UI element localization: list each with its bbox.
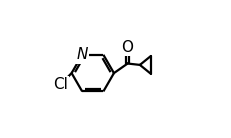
Text: Cl: Cl [53, 77, 68, 92]
Text: O: O [121, 40, 133, 55]
Text: N: N [76, 47, 88, 62]
